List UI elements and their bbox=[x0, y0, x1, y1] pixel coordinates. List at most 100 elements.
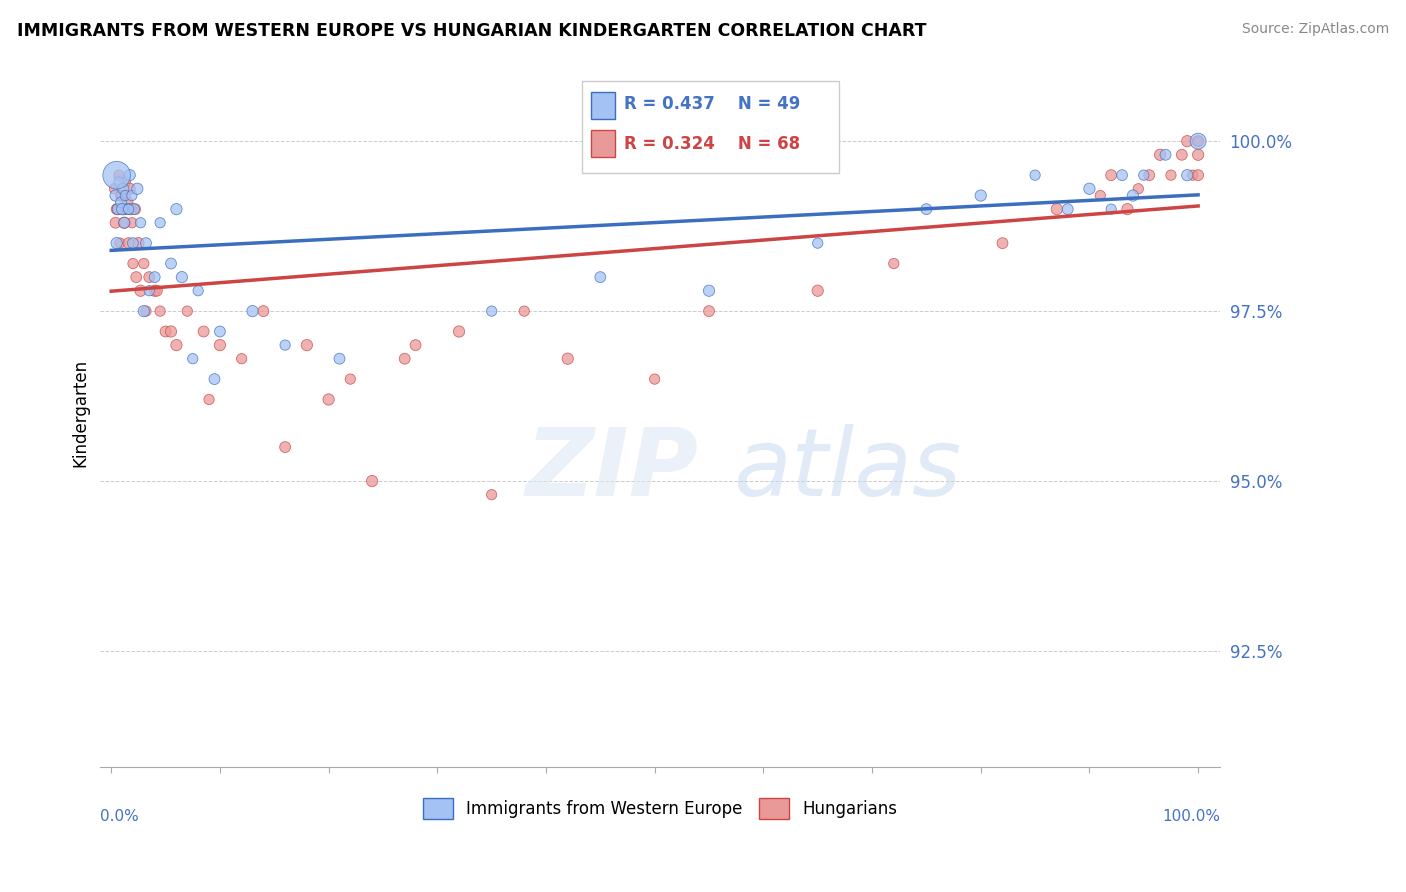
Text: Source: ZipAtlas.com: Source: ZipAtlas.com bbox=[1241, 22, 1389, 37]
Point bbox=[104, 216, 127, 230]
Point bbox=[1099, 202, 1122, 216]
Point bbox=[111, 202, 134, 216]
Point bbox=[204, 372, 226, 386]
Point bbox=[339, 372, 361, 386]
Point bbox=[135, 236, 157, 251]
Point bbox=[105, 168, 128, 182]
Point bbox=[125, 270, 148, 285]
Point bbox=[208, 325, 231, 339]
Point bbox=[252, 304, 274, 318]
Point bbox=[132, 304, 155, 318]
Point bbox=[1187, 134, 1209, 148]
Point bbox=[114, 188, 136, 202]
Point bbox=[127, 236, 149, 251]
Point bbox=[1187, 168, 1209, 182]
Point bbox=[1187, 134, 1209, 148]
Point bbox=[117, 236, 139, 251]
Point bbox=[807, 284, 830, 298]
Point bbox=[198, 392, 221, 407]
Point bbox=[143, 270, 166, 285]
Point bbox=[1149, 148, 1171, 162]
Point bbox=[1116, 202, 1139, 216]
FancyBboxPatch shape bbox=[582, 81, 839, 173]
Point bbox=[970, 188, 993, 202]
Point bbox=[160, 325, 183, 339]
Point bbox=[143, 284, 166, 298]
Text: IMMIGRANTS FROM WESTERN EUROPE VS HUNGARIAN KINDERGARTEN CORRELATION CHART: IMMIGRANTS FROM WESTERN EUROPE VS HUNGAR… bbox=[17, 22, 927, 40]
Point bbox=[1056, 202, 1078, 216]
Point bbox=[644, 372, 666, 386]
Point bbox=[1187, 148, 1209, 162]
Point bbox=[146, 284, 169, 298]
Point bbox=[117, 202, 139, 216]
Point bbox=[114, 175, 136, 189]
Point bbox=[122, 256, 145, 270]
Point bbox=[1090, 188, 1112, 202]
Point bbox=[103, 182, 125, 196]
Point bbox=[122, 236, 145, 251]
Point bbox=[122, 202, 145, 216]
Point bbox=[127, 182, 149, 196]
Point bbox=[1181, 168, 1204, 182]
Point bbox=[274, 338, 297, 352]
Point bbox=[105, 236, 128, 251]
Point bbox=[124, 202, 146, 216]
Point bbox=[118, 182, 141, 196]
FancyBboxPatch shape bbox=[591, 92, 616, 119]
Point bbox=[1137, 168, 1160, 182]
Point bbox=[1078, 182, 1101, 196]
Point bbox=[132, 256, 155, 270]
Point bbox=[1099, 168, 1122, 182]
Text: 100.0%: 100.0% bbox=[1161, 809, 1220, 824]
Point bbox=[138, 284, 160, 298]
Point bbox=[149, 216, 172, 230]
Point bbox=[107, 202, 129, 216]
Point bbox=[121, 216, 143, 230]
Point bbox=[883, 256, 905, 270]
Point bbox=[117, 202, 139, 216]
Text: R = 0.324    N = 68: R = 0.324 N = 68 bbox=[624, 135, 800, 153]
Point bbox=[915, 202, 938, 216]
Point bbox=[135, 304, 157, 318]
Point bbox=[697, 284, 720, 298]
Legend: Immigrants from Western Europe, Hungarians: Immigrants from Western Europe, Hungaria… bbox=[416, 792, 904, 825]
Point bbox=[112, 216, 135, 230]
Text: ZIP: ZIP bbox=[526, 424, 699, 516]
Point bbox=[155, 325, 177, 339]
Point bbox=[1128, 182, 1150, 196]
Point bbox=[697, 304, 720, 318]
Point bbox=[1046, 202, 1069, 216]
Point bbox=[107, 202, 129, 216]
Point bbox=[1154, 148, 1177, 162]
Point bbox=[481, 304, 503, 318]
Text: 0.0%: 0.0% bbox=[100, 809, 139, 824]
Y-axis label: Kindergarten: Kindergarten bbox=[72, 359, 89, 467]
Point bbox=[242, 304, 264, 318]
Point bbox=[394, 351, 416, 366]
Point bbox=[138, 270, 160, 285]
Point bbox=[807, 236, 830, 251]
Point bbox=[1122, 188, 1144, 202]
Point bbox=[187, 284, 209, 298]
Point bbox=[1111, 168, 1133, 182]
Point bbox=[112, 202, 135, 216]
Point bbox=[160, 256, 183, 270]
Point bbox=[481, 488, 503, 502]
Point bbox=[108, 168, 131, 182]
Point bbox=[328, 351, 350, 366]
Point bbox=[1175, 134, 1198, 148]
Point bbox=[318, 392, 340, 407]
Point bbox=[557, 351, 579, 366]
FancyBboxPatch shape bbox=[591, 130, 616, 157]
Point bbox=[181, 351, 204, 366]
Point bbox=[149, 304, 172, 318]
Point bbox=[129, 216, 152, 230]
Point bbox=[513, 304, 536, 318]
Point bbox=[1160, 168, 1182, 182]
Point bbox=[110, 195, 132, 210]
Point bbox=[991, 236, 1014, 251]
Point bbox=[1132, 168, 1154, 182]
Point bbox=[120, 202, 142, 216]
Point bbox=[108, 175, 131, 189]
Point bbox=[118, 168, 141, 182]
